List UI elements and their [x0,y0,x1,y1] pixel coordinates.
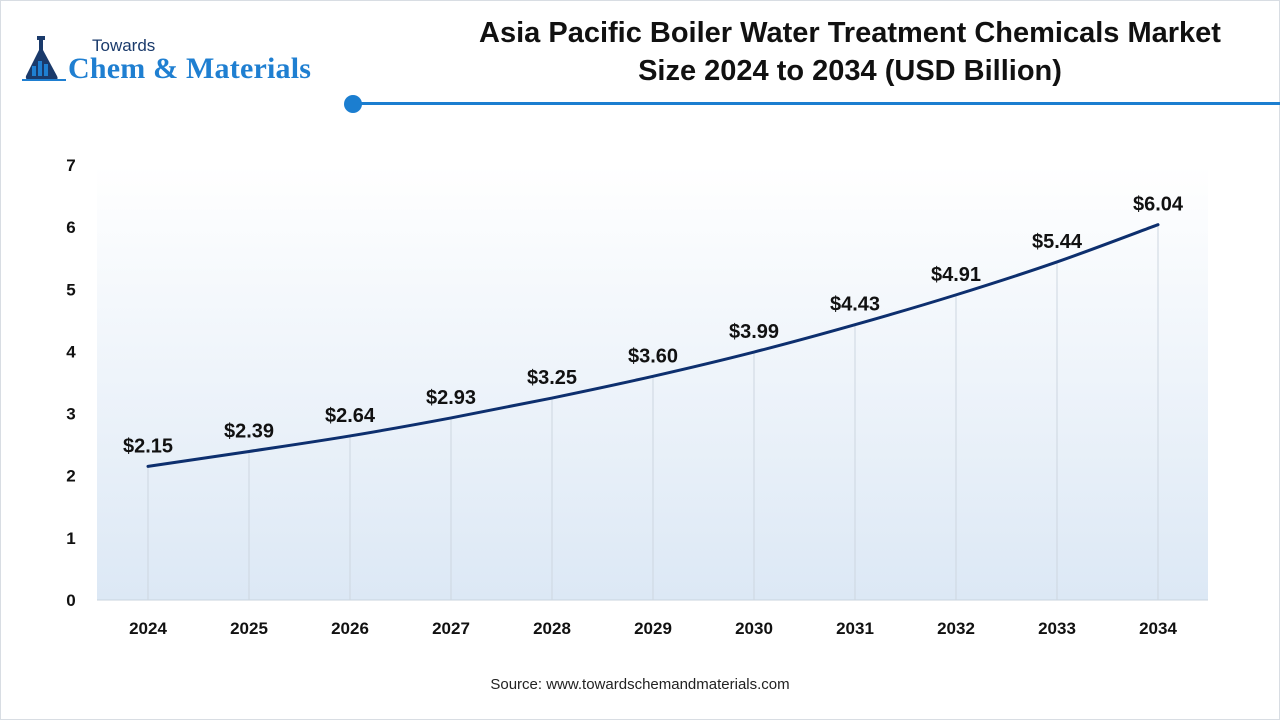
y-tick-label: 7 [66,156,75,175]
data-label: $3.60 [628,345,678,367]
data-label: $6.04 [1133,194,1184,216]
x-tick-label: 2032 [937,619,975,638]
y-tick-label: 4 [66,342,76,361]
x-tick-label: 2027 [432,619,470,638]
chart-title: Asia Pacific Boiler Water Treatment Chem… [430,14,1270,90]
header-rule-line [360,102,1280,105]
y-tick-label: 5 [66,280,75,299]
flask-chart-icon [22,36,66,81]
source-note: Source: www.towardschemandmaterials.com [490,676,790,693]
y-tick-label: 2 [66,467,75,486]
data-label: $4.91 [931,264,981,286]
data-label: $4.43 [830,294,880,316]
y-tick-label: 3 [66,405,75,424]
logo-top-text: Towards [92,36,156,55]
title-line-1: Asia Pacific Boiler Water Treatment Chem… [479,17,1221,49]
x-tick-label: 2025 [230,619,268,638]
x-tick-label: 2028 [533,619,571,638]
data-label: $2.64 [325,405,376,427]
data-label: $2.15 [123,435,173,457]
data-label: $2.39 [224,420,274,442]
data-label: $5.44 [1032,231,1083,253]
y-tick-label: 0 [66,591,75,610]
title-line-2: Size 2024 to 2034 (USD Billion) [638,55,1062,87]
y-tick-label: 6 [66,218,75,237]
data-label: $3.99 [729,321,779,343]
data-label: $2.93 [426,387,476,409]
logo-bottom-text: Chem & Materials [68,52,312,85]
x-tick-label: 2033 [1038,619,1076,638]
x-tick-label: 2029 [634,619,672,638]
series-line [146,223,1160,468]
x-tick-label: 2026 [331,619,369,638]
x-tick-label: 2030 [735,619,773,638]
x-tick-label: 2024 [129,619,167,638]
header-rule-dot [344,95,362,113]
data-label: $3.25 [527,367,577,389]
brand-logo: Towards Chem & Materials [22,34,342,90]
x-tick-label: 2034 [1139,619,1177,638]
x-tick-label: 2031 [836,619,874,638]
y-tick-label: 1 [66,529,75,548]
